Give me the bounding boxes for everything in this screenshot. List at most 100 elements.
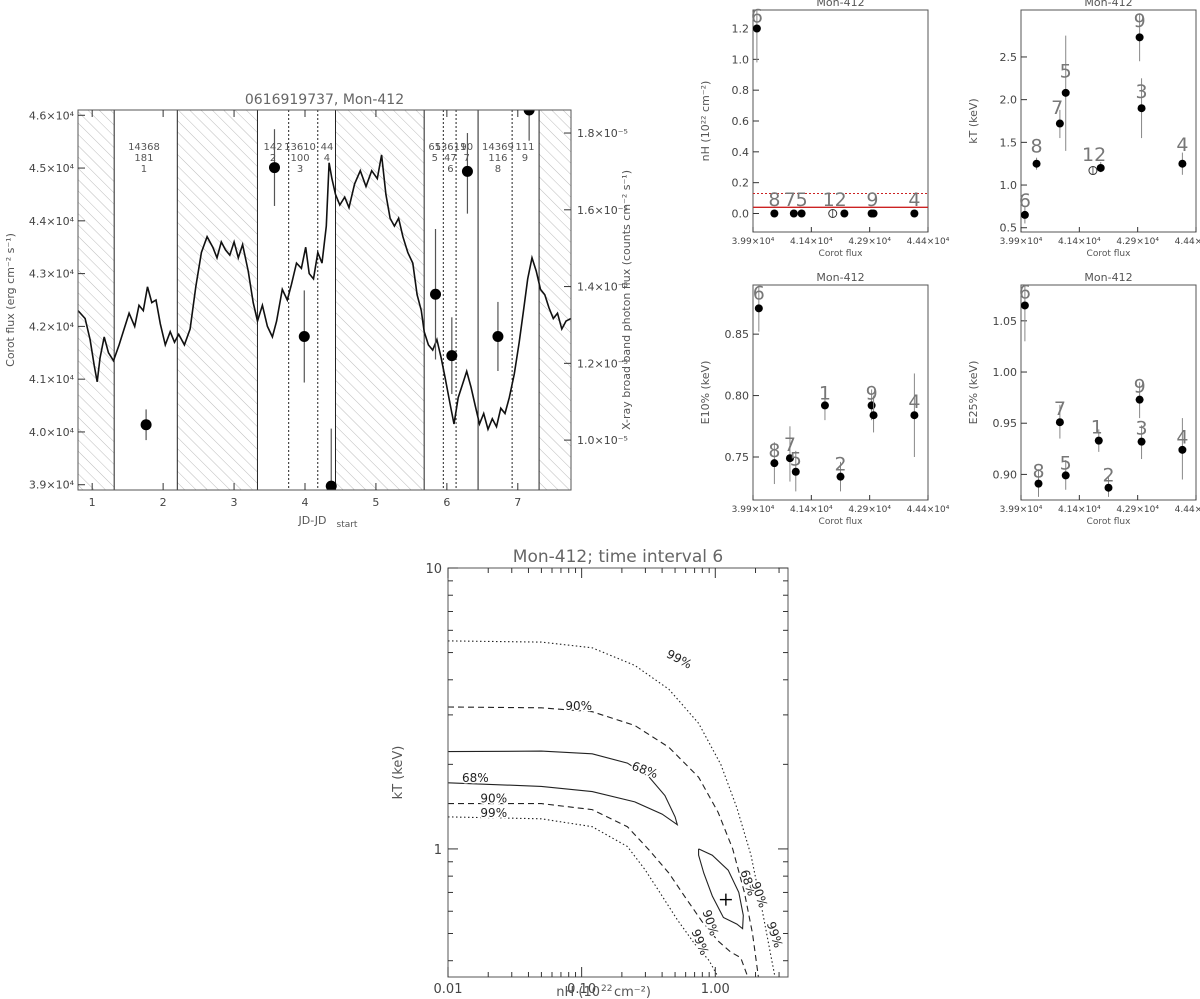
- plot-frame: [77, 109, 572, 491]
- point-label: 5: [1060, 60, 1072, 82]
- contour-label: 90%: [480, 792, 507, 806]
- x-tick-label: 2: [160, 496, 167, 509]
- interval-label: 9: [522, 153, 528, 164]
- y-left-axis-label: Corot flux (erg cm⁻² s⁻¹): [4, 233, 17, 367]
- interval-label: 3: [297, 164, 303, 175]
- point-label: 1: [1091, 416, 1103, 438]
- contour-99: [448, 640, 776, 977]
- x-tick-label: 4.29×10⁴: [848, 505, 891, 515]
- point-label: 7: [784, 434, 796, 456]
- point-label: 12: [1082, 144, 1106, 166]
- y-right-tick-label: 1.4×10⁻⁵: [577, 281, 628, 294]
- data-point: [1020, 301, 1029, 310]
- contour-panel: 99%90%68%68%90%99%90%99%68%90%99%0.01 0.1…: [391, 547, 789, 999]
- y-tick-label: 0.80: [725, 390, 750, 403]
- plot-frame: [1020, 284, 1197, 501]
- x-axis-label-subscript: start: [337, 520, 358, 530]
- y-right-tick-label: 1.8×10⁻⁵: [577, 127, 628, 140]
- interval-label: 14368: [128, 142, 160, 153]
- shaded-interval: [335, 110, 425, 490]
- data-point: [1055, 418, 1064, 427]
- xray-point: [492, 330, 504, 342]
- y-tick-label: 0.90: [993, 468, 1018, 481]
- interval-label: 7: [464, 153, 470, 164]
- point-label: 1: [819, 382, 831, 404]
- y-right-tick-label: 1.6×10⁻⁵: [577, 204, 628, 217]
- xray-point: [140, 419, 152, 431]
- y-left-tick-label: 4.5×10⁴: [29, 162, 75, 175]
- interval-label: 2: [270, 153, 276, 164]
- interval-label: 47: [444, 153, 457, 164]
- interval-label: 6: [447, 164, 453, 175]
- point-label: 9: [866, 382, 878, 404]
- contour-label: 68%: [630, 759, 660, 781]
- contour-label: 99%: [480, 806, 507, 820]
- point-label: 8: [768, 189, 780, 211]
- interval-label: 111: [515, 142, 534, 153]
- y-tick-label: 1.05: [993, 315, 1018, 328]
- data-point: [1178, 159, 1187, 168]
- x-tick-label: 7: [514, 496, 521, 509]
- x-axis-label-superscript: 22: [601, 984, 612, 994]
- x-tick-label: 4.29×10⁴: [1116, 237, 1159, 247]
- point-label: 4: [1176, 427, 1188, 449]
- interval-label: 5: [432, 153, 438, 164]
- x-axis-label: JD-JD: [297, 514, 326, 527]
- y-tick-label: 1.5: [1000, 136, 1018, 149]
- y-axis-label: E25% (keV): [967, 361, 980, 425]
- shaded-interval: [78, 110, 115, 490]
- y-axis-label: E10% (keV): [699, 361, 712, 425]
- x-axis-label: Corot flux: [1087, 249, 1132, 259]
- data-point: [1094, 436, 1103, 445]
- point-label: 9: [1134, 376, 1146, 398]
- y-left-tick-label: 4.1×10⁴: [29, 373, 75, 386]
- data-point: [836, 472, 845, 481]
- point-label: 9: [1134, 10, 1146, 32]
- y-left-tick-label: 3.9×10⁴: [29, 479, 75, 492]
- interval-label: 65: [428, 142, 441, 153]
- data-point: [1061, 88, 1070, 97]
- y-tick-label: 0.2: [732, 177, 750, 190]
- xray-point: [268, 162, 280, 174]
- nH-scatter-panel: 3.99×10⁴ 4.14×10⁴ 4.29×10⁴ 4.44×10⁴ 0.0 0.2 0.…: [699, 0, 950, 259]
- data-point: [910, 209, 919, 218]
- data-point: [770, 459, 779, 468]
- point-label: 5: [1060, 452, 1072, 474]
- chart-title: Mon-412: [1084, 0, 1132, 9]
- data-point: [1178, 445, 1187, 454]
- interval-label: 13610: [284, 142, 316, 153]
- shaded-interval: [177, 110, 258, 490]
- data-point: [820, 401, 829, 410]
- x-axis-label: nH (10: [556, 985, 600, 999]
- data-point: [1055, 119, 1064, 128]
- y-tick-label: 1.0: [732, 53, 750, 66]
- y-tick-label: 0.8: [732, 84, 750, 97]
- point-label: 12: [823, 189, 847, 211]
- interval-label: 14369: [482, 142, 514, 153]
- point-label: 8: [1032, 460, 1044, 482]
- kT-scatter-panel: 3.99×10⁴ 4.14×10⁴ 4.29×10⁴ 4.44×10⁴ 0.5 1.0 1.…: [967, 0, 1200, 259]
- x-tick-label: 4.44×10⁴: [1175, 237, 1200, 247]
- x-tick-label: 4.14×10⁴: [790, 237, 833, 247]
- point-label: 4: [908, 189, 920, 211]
- point-label: 8: [768, 440, 780, 462]
- interval-label: 90: [460, 142, 473, 153]
- point-label: 2: [1102, 465, 1114, 487]
- interval-label: 181: [134, 153, 153, 164]
- point-label: 4: [908, 391, 920, 413]
- corot-lightcurve-line: [78, 154, 571, 432]
- data-point: [770, 209, 779, 218]
- y-left-tick-label: 4.4×10⁴: [29, 215, 75, 228]
- chart-title: 0616919737, Mon-412: [245, 92, 404, 108]
- data-point: [869, 209, 878, 218]
- contour-68: [448, 750, 679, 827]
- x-axis-label-units: cm⁻²): [614, 985, 651, 999]
- contours: [448, 640, 776, 977]
- chart-title: Mon-412: [816, 271, 864, 284]
- data-point: [1104, 483, 1113, 492]
- y-right-tick-label: 1.0×10⁻⁵: [577, 434, 628, 447]
- y-tick-label: 1.00: [993, 366, 1018, 379]
- y-left-tick-label: 4.6×10⁴: [29, 109, 75, 122]
- data-point: [840, 209, 849, 218]
- data-point: [791, 467, 800, 476]
